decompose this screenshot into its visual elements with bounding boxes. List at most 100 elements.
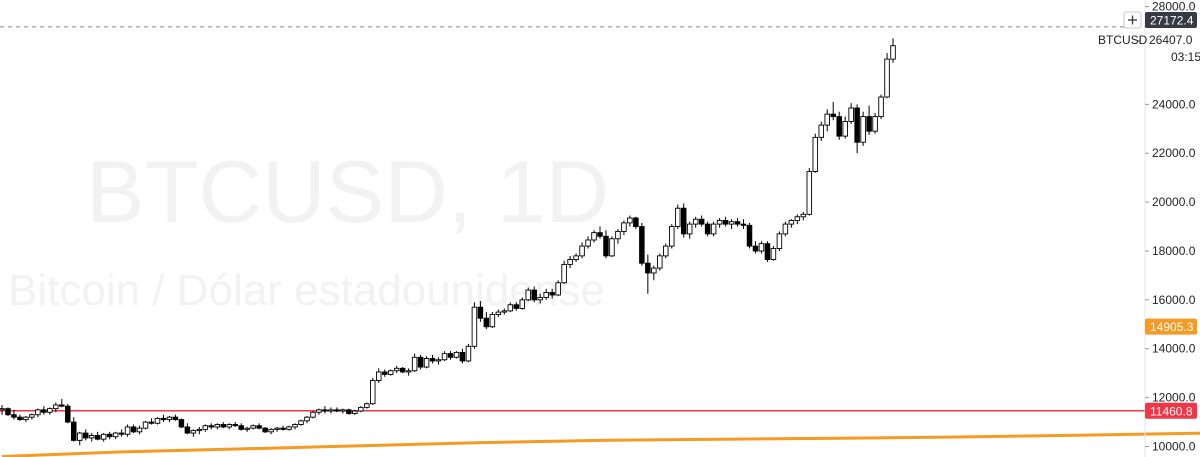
candle [214,423,221,430]
candle [561,260,567,284]
candle-body [190,430,197,434]
candle [172,414,179,421]
candle-body [220,424,227,428]
candle-body [65,405,71,423]
candle [788,219,795,228]
candle [603,230,609,259]
candle-body [322,409,328,412]
candle-body [214,424,221,428]
candle [567,255,573,269]
candle [812,133,819,173]
horizontal-lines [0,26,1145,412]
candle-body [184,426,191,434]
candle-body [591,232,597,241]
candle [88,433,95,442]
candle [53,402,59,413]
candle-body [836,116,842,137]
hline-tag-bg [1145,402,1197,419]
crosshair-price-tag[interactable]: 27172.4 [1123,11,1197,29]
candle [621,220,627,236]
candle [495,309,502,317]
candle-body [226,424,232,428]
candle-body [890,45,896,60]
candle [872,112,878,134]
candle [740,219,747,229]
candle-body [71,421,77,441]
candle-body [603,235,609,257]
candle-body [106,433,113,438]
candle-body [423,358,430,368]
candle-body [88,435,95,439]
candle [830,101,836,121]
candle [298,419,304,426]
candle [842,116,848,139]
candle [435,357,442,365]
price-tick-label: 14000.0 [1152,342,1196,356]
candle-body [878,96,884,118]
candle [238,423,244,431]
candle [232,422,238,427]
candle-body [866,116,872,132]
candle-body [609,238,615,257]
candle-body [471,306,478,347]
candle [423,356,430,369]
candle-body [399,367,406,373]
candle-body [842,121,848,137]
candle [465,343,472,363]
candle [35,408,41,418]
candle-body [280,427,286,430]
candle [370,378,376,405]
candle-body [507,304,514,312]
candle [136,425,143,435]
candle [782,221,789,237]
price-tick-label: 20000.0 [1152,195,1196,209]
candle [525,287,531,302]
candle-body [722,219,729,225]
candle [633,216,639,229]
price-tick-label: 18000.0 [1152,244,1196,258]
price-axis[interactable]: 28000.0 24000.0 22000.0 20000.0 18000.0 16000… [1144,0,1196,457]
candle [47,407,53,415]
candle [501,308,508,315]
candle [447,351,454,360]
candle-body [764,243,771,260]
candle [112,431,119,440]
candle-body [124,426,131,435]
candle [358,406,364,413]
candle [746,222,753,249]
candle-body [495,311,502,315]
candle [0,404,5,415]
candle-body [854,107,860,143]
candle [806,167,813,216]
candle-body [41,409,47,413]
candle-body [23,416,29,421]
candle [11,409,17,420]
candle-body [352,410,358,414]
candle [184,423,191,435]
candle-body [561,263,567,284]
candle [818,121,825,142]
candle-body [806,171,813,215]
candle [375,368,382,383]
candle [262,426,268,434]
candle [507,302,514,313]
candle [890,38,896,63]
candle-body [112,432,119,438]
candle [94,431,101,441]
candle [519,297,526,310]
candle [166,415,173,423]
candle-body [154,417,161,424]
candle-body [453,351,460,358]
candle-body [244,427,250,430]
candle-body [860,116,866,143]
candle-body [788,219,795,225]
last-price-label: 26407.0 [1149,33,1193,47]
candle [579,242,585,259]
candle-body [178,419,185,428]
candle [346,408,352,415]
candle-body [429,358,436,362]
symbol-separator: - [1137,33,1141,47]
candle [489,312,496,328]
candle-body [118,432,125,435]
